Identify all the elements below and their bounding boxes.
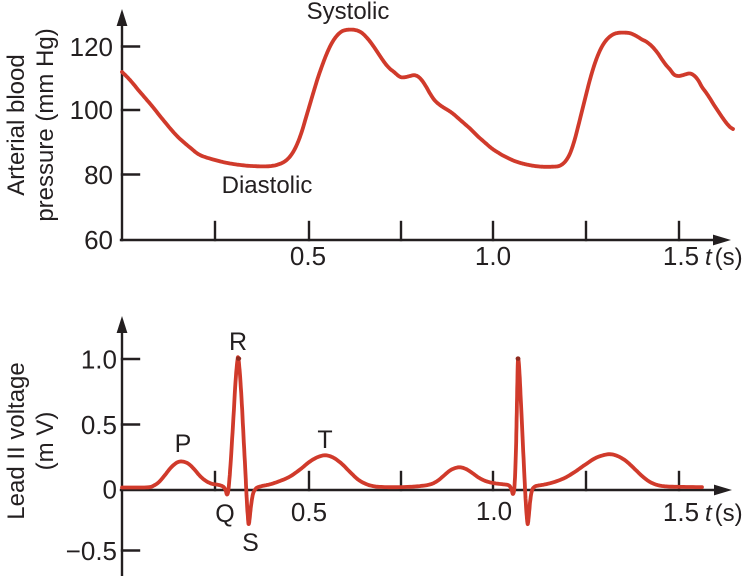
svg-text:100: 100 xyxy=(70,95,113,125)
svg-text:1.0: 1.0 xyxy=(81,345,117,375)
svg-text:Diastolic: Diastolic xyxy=(222,172,313,199)
svg-text:0: 0 xyxy=(103,475,117,505)
svg-text:1.5: 1.5 xyxy=(663,497,699,527)
svg-text:−0.5: −0.5 xyxy=(66,536,117,566)
svg-text:t(s): t (s) xyxy=(705,500,743,527)
svg-text:0.5: 0.5 xyxy=(290,241,326,271)
svg-text:P: P xyxy=(175,430,192,458)
svg-text:1.0: 1.0 xyxy=(476,496,512,526)
svg-text:t(s): t (s) xyxy=(705,244,743,271)
svg-text:0.5: 0.5 xyxy=(81,410,117,440)
svg-text:T: T xyxy=(317,426,332,454)
svg-text:1.5: 1.5 xyxy=(663,241,699,271)
svg-text:Lead II voltage(m V): Lead II voltage(m V) xyxy=(3,362,59,519)
svg-text:120: 120 xyxy=(70,32,113,62)
svg-text:60: 60 xyxy=(84,225,113,255)
svg-text:Systolic: Systolic xyxy=(307,0,390,25)
svg-text:Q: Q xyxy=(215,500,234,528)
svg-text:0.5: 0.5 xyxy=(291,497,327,527)
svg-text:R: R xyxy=(229,328,247,356)
svg-text:Arterial bloodpressure (mm Hg): Arterial bloodpressure (mm Hg) xyxy=(3,28,59,221)
svg-text:80: 80 xyxy=(84,160,113,190)
svg-text:S: S xyxy=(242,529,259,557)
svg-text:1.0: 1.0 xyxy=(475,241,511,271)
